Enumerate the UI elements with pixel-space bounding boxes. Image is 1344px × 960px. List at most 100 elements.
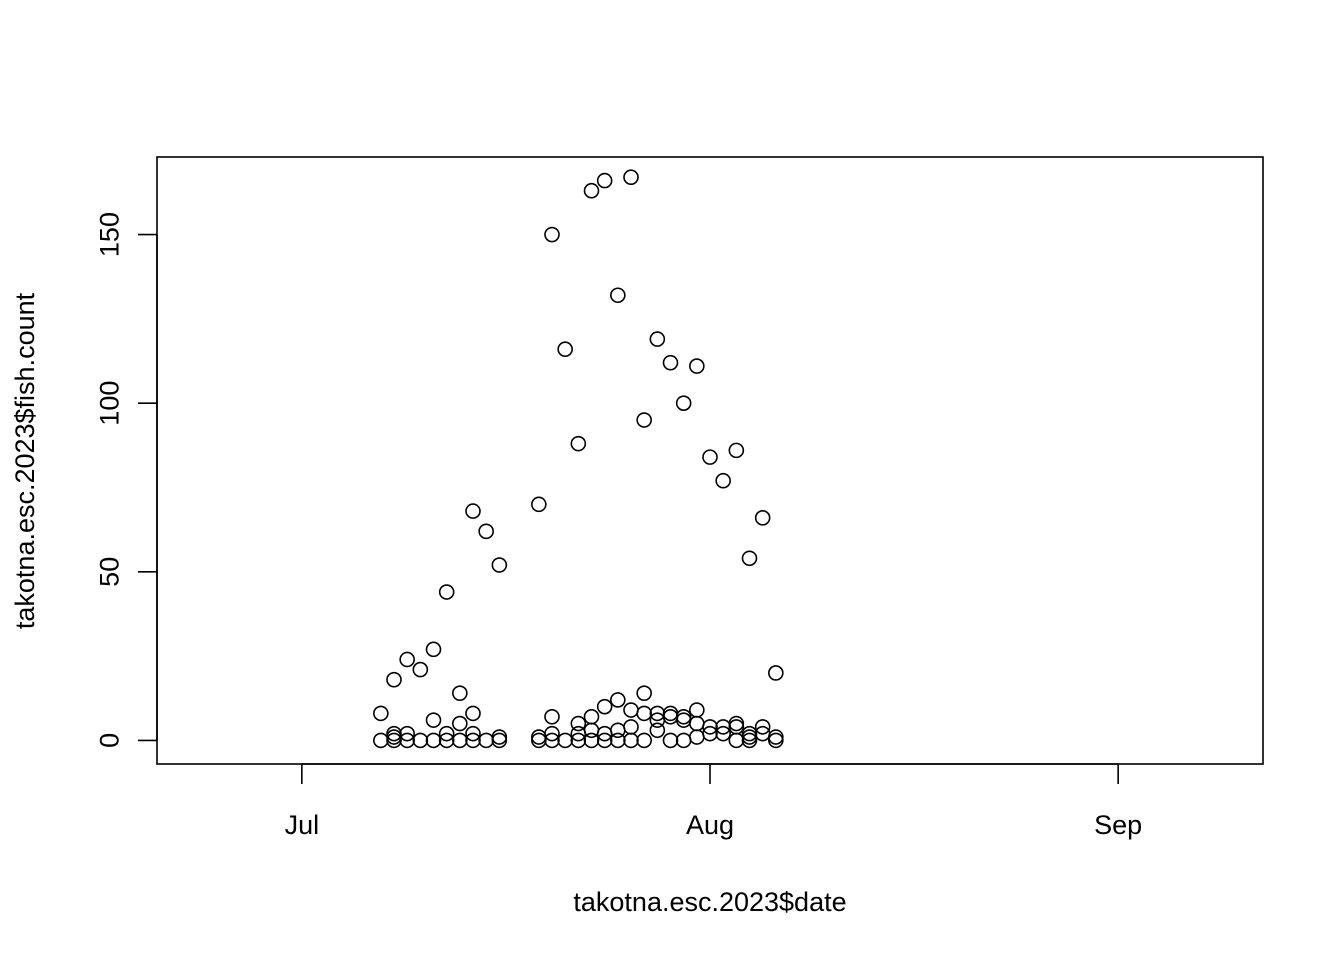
- data-point: [438, 584, 455, 600]
- data-point: [386, 729, 402, 745]
- y-axis: 0 50 100 150: [94, 212, 158, 748]
- data-point: [610, 692, 626, 708]
- data-point: [425, 712, 442, 728]
- data-point: [570, 732, 587, 749]
- data-point: [702, 725, 718, 742]
- data-point: [649, 722, 666, 739]
- data-point: [741, 550, 758, 567]
- data-point: [728, 719, 745, 735]
- data-point: [728, 715, 745, 732]
- data-point: [675, 395, 692, 411]
- data-point: [544, 725, 560, 742]
- data-point: [662, 705, 679, 722]
- data-point: [715, 725, 731, 742]
- data-point: [662, 354, 679, 371]
- data-point: [531, 732, 547, 749]
- data-point: [741, 732, 758, 749]
- data-point: [557, 341, 573, 358]
- data-point: [465, 705, 481, 722]
- data-point: [399, 725, 415, 742]
- data-point: [373, 705, 389, 722]
- data-point: [412, 661, 429, 678]
- x-axis: Jul Aug Sep: [285, 763, 1142, 840]
- data-point: [425, 641, 442, 658]
- data-point: [465, 503, 481, 519]
- data-point: [702, 719, 718, 735]
- data-point: [702, 449, 718, 465]
- data-point: [544, 708, 560, 725]
- data-point: [465, 732, 481, 749]
- data-point: [478, 523, 494, 540]
- data-point: [531, 496, 547, 513]
- data-point: [675, 712, 692, 728]
- data-point: [412, 732, 429, 749]
- x-tick-label: Jul: [285, 810, 320, 840]
- data-point: [636, 412, 652, 428]
- data-point: [636, 685, 652, 701]
- data-point: [478, 732, 494, 749]
- data-point: [583, 708, 600, 725]
- data-point: [438, 732, 455, 749]
- data-point: [386, 732, 402, 749]
- data-point: [768, 665, 784, 681]
- data-point: [544, 732, 560, 749]
- data-point: [570, 435, 587, 452]
- data-point: [610, 287, 626, 304]
- data-point: [689, 715, 705, 732]
- data-point: [689, 729, 705, 745]
- data-point: [768, 732, 784, 749]
- data-point: [596, 732, 613, 749]
- plot-frame: [156, 156, 1264, 765]
- data-point: [662, 732, 679, 749]
- data-point: [491, 557, 508, 573]
- data-point: [741, 729, 758, 745]
- data-point: [583, 732, 600, 749]
- data-point: [728, 442, 745, 459]
- y-tick-label: 150: [94, 212, 124, 257]
- data-point: [491, 732, 508, 749]
- data-point: [438, 725, 455, 742]
- data-point: [636, 732, 652, 749]
- data-point: [610, 732, 626, 749]
- data-point: [570, 715, 587, 732]
- data-point: [675, 708, 692, 725]
- data-point: [452, 685, 468, 701]
- data-point: [623, 719, 639, 735]
- data-point: [649, 331, 666, 347]
- data-point: [596, 698, 613, 715]
- data-point: [715, 472, 731, 489]
- data-point: [557, 732, 573, 749]
- data-point: [491, 729, 508, 745]
- data-point: [623, 702, 639, 718]
- data-point: [386, 671, 402, 688]
- x-tick-label: Sep: [1094, 810, 1142, 840]
- data-point: [754, 510, 771, 526]
- data-point: [531, 729, 547, 745]
- data-point: [399, 732, 415, 749]
- data-points: [373, 169, 784, 749]
- data-point: [452, 715, 468, 732]
- data-point: [465, 725, 481, 742]
- data-point: [662, 708, 679, 725]
- data-point: [623, 169, 639, 186]
- data-point: [425, 732, 442, 749]
- data-point: [583, 182, 600, 199]
- data-point: [623, 732, 639, 749]
- data-point: [399, 651, 415, 668]
- x-tick-label: Aug: [686, 810, 734, 840]
- data-point: [452, 732, 468, 749]
- y-tick-label: 100: [94, 381, 124, 426]
- data-point: [754, 719, 771, 735]
- data-point: [728, 732, 745, 749]
- data-point: [675, 732, 692, 749]
- data-point: [596, 172, 613, 189]
- data-point: [768, 729, 784, 745]
- data-point: [373, 732, 389, 749]
- y-axis-label: takotna.esc.2023$fish.count: [10, 292, 40, 629]
- data-point: [689, 358, 705, 374]
- x-axis-label: takotna.esc.2023$date: [573, 887, 846, 917]
- y-tick-label: 0: [94, 733, 124, 748]
- data-point: [636, 705, 652, 722]
- data-point: [689, 702, 705, 718]
